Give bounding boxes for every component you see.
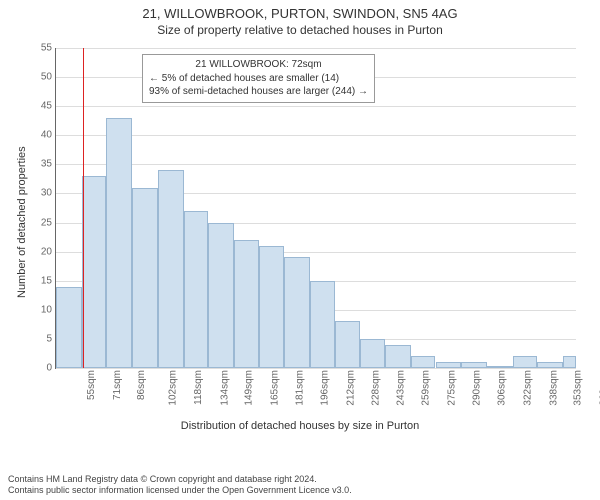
- histogram-bar: [106, 118, 132, 368]
- y-axis-label: Number of detached properties: [16, 146, 28, 298]
- y-tick: 55: [41, 43, 56, 54]
- footer-line-2: Contains public sector information licen…: [8, 485, 600, 496]
- x-tick: 134sqm: [219, 370, 230, 406]
- x-tick: 322sqm: [523, 370, 534, 406]
- chart-container: { "chart": { "type": "histogram", "title…: [0, 0, 600, 500]
- histogram-bar: [132, 188, 158, 368]
- x-tick: 212sqm: [345, 370, 356, 406]
- x-tick: 243sqm: [395, 370, 406, 406]
- histogram-bar: [487, 366, 513, 368]
- histogram-bar: [335, 321, 359, 368]
- x-tick: 118sqm: [193, 370, 204, 405]
- y-tick: 30: [41, 188, 56, 199]
- histogram-bar: [259, 246, 283, 368]
- x-tick: 275sqm: [447, 370, 458, 406]
- annotation-box: 21 WILLOWBROOK: 72sqm← 5% of detached ho…: [142, 54, 375, 103]
- x-tick: 338sqm: [549, 370, 560, 406]
- x-tick: 71sqm: [112, 370, 123, 400]
- y-tick: 50: [41, 72, 56, 83]
- x-tick: 306sqm: [497, 370, 508, 406]
- y-tick: 20: [41, 246, 56, 257]
- footer-line-1: Contains HM Land Registry data © Crown c…: [8, 474, 600, 485]
- histogram-bar: [461, 362, 487, 368]
- histogram-bar: [436, 362, 462, 368]
- x-tick: 196sqm: [319, 370, 330, 406]
- histogram-bar: [563, 356, 576, 368]
- property-marker-line: [83, 48, 84, 368]
- x-tick: 290sqm: [471, 370, 482, 406]
- x-tick: 259sqm: [421, 370, 432, 406]
- annotation-line: 93% of semi-detached houses are larger (…: [149, 85, 368, 99]
- x-tick: 102sqm: [167, 370, 178, 406]
- x-tick: 181sqm: [295, 370, 306, 406]
- x-tick: 55sqm: [86, 370, 97, 400]
- x-axis-label: Distribution of detached houses by size …: [0, 420, 600, 432]
- x-tick: 165sqm: [269, 370, 280, 406]
- histogram-bar: [513, 356, 537, 368]
- y-tick: 25: [41, 217, 56, 228]
- histogram-bar: [234, 240, 260, 368]
- chart-subtitle: Size of property relative to detached ho…: [0, 23, 600, 37]
- histogram-bar: [158, 170, 184, 368]
- chart-title: 21, WILLOWBROOK, PURTON, SWINDON, SN5 4A…: [0, 0, 600, 21]
- histogram-bar: [184, 211, 208, 368]
- x-tick: 353sqm: [573, 370, 584, 406]
- histogram-bar: [56, 287, 82, 368]
- x-tick: 228sqm: [371, 370, 382, 406]
- y-tick: 40: [41, 130, 56, 141]
- histogram-bar: [284, 257, 310, 368]
- plot-area: 21 WILLOWBROOK: 72sqm← 5% of detached ho…: [55, 48, 576, 369]
- annotation-line: 21 WILLOWBROOK: 72sqm: [149, 58, 368, 72]
- x-tick: 86sqm: [136, 370, 147, 400]
- gridline: [56, 368, 576, 369]
- x-tick: 149sqm: [243, 370, 254, 406]
- histogram-bar: [208, 223, 234, 368]
- histogram-bar: [82, 176, 106, 368]
- histogram-bar: [411, 356, 435, 368]
- annotation-line: ← 5% of detached houses are smaller (14): [149, 72, 368, 86]
- attribution-footer: Contains HM Land Registry data © Crown c…: [0, 474, 600, 497]
- y-tick: 45: [41, 101, 56, 112]
- histogram-bar: [385, 345, 411, 368]
- histogram-bar: [310, 281, 336, 368]
- y-tick: 0: [46, 363, 56, 374]
- y-tick: 15: [41, 275, 56, 286]
- histogram-bar: [537, 362, 563, 368]
- y-tick: 35: [41, 159, 56, 170]
- histogram-bar: [360, 339, 386, 368]
- y-tick: 5: [46, 333, 56, 344]
- y-tick: 10: [41, 304, 56, 315]
